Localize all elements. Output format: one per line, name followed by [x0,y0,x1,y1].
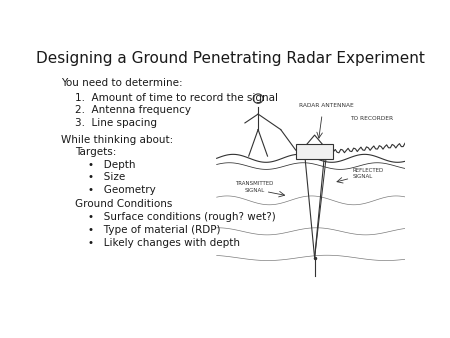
Text: TO RECORDER: TO RECORDER [350,116,393,121]
Bar [296,144,333,160]
Text: Designing a Ground Penetrating Radar Experiment: Designing a Ground Penetrating Radar Exp… [36,51,425,66]
Text: •   Likely changes with depth: • Likely changes with depth [88,238,240,248]
Text: •   Geometry: • Geometry [88,185,155,195]
Text: TRANSMITTED
SIGNAL: TRANSMITTED SIGNAL [235,182,274,193]
Text: •   Surface conditions (rough? wet?): • Surface conditions (rough? wet?) [88,212,275,222]
Text: REFLECTED
SIGNAL: REFLECTED SIGNAL [352,168,383,179]
Text: •   Depth: • Depth [88,160,135,170]
Text: Ground Conditions: Ground Conditions [76,199,173,209]
Text: •   Type of material (RDP): • Type of material (RDP) [88,225,220,235]
Text: While thinking about:: While thinking about: [62,135,174,145]
Text: You need to determine:: You need to determine: [62,78,183,88]
Text: 2.  Antenna frequency: 2. Antenna frequency [76,105,191,115]
Ellipse shape [253,94,263,103]
Text: Targets:: Targets: [76,147,117,157]
Text: 3.  Line spacing: 3. Line spacing [76,118,158,128]
Text: RADAR ANTENNAE: RADAR ANTENNAE [298,103,353,108]
Text: 1.  Amount of time to record the signal: 1. Amount of time to record the signal [76,93,279,103]
Text: •   Size: • Size [88,172,125,182]
